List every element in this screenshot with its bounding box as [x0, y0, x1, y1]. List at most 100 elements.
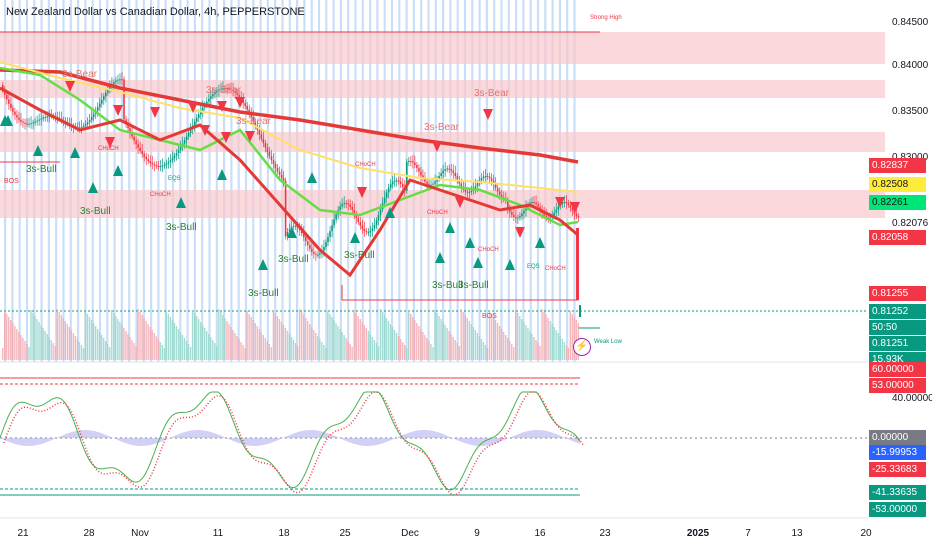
volume-bar: [353, 310, 355, 360]
oscillator-pane: [0, 391, 585, 496]
bull-arrow-icon: [505, 259, 515, 270]
volume-bar: [48, 337, 50, 360]
lightning-icon[interactable]: ⚡: [573, 338, 591, 356]
signal-label: 3s-Bull: [432, 280, 463, 291]
candle: [513, 214, 515, 218]
volume-bar: [129, 337, 131, 360]
volume-bar: [369, 334, 372, 360]
session-stripe: [91, 0, 94, 362]
candle: [474, 186, 477, 189]
signal-label: EQS: [168, 176, 181, 182]
candle: [187, 132, 190, 137]
volume-bar: [50, 340, 52, 360]
signal-label: 3s-Bull: [458, 280, 489, 291]
candle: [442, 170, 444, 174]
candle: [16, 114, 18, 118]
time-tick: 25: [339, 528, 351, 539]
volume-bar: [66, 324, 69, 360]
volume-bar: [466, 318, 468, 360]
session-stripe: [515, 0, 518, 362]
bull-arrow-icon: [113, 165, 123, 176]
bear-arrow-icon: [217, 101, 227, 112]
candle: [519, 216, 521, 218]
candle: [401, 183, 404, 188]
volume-bar: [181, 335, 184, 360]
volume-bar: [397, 336, 400, 360]
volume-bar: [139, 312, 141, 360]
candle: [466, 191, 469, 193]
session-stripe: [551, 0, 554, 362]
session-stripe: [157, 0, 160, 362]
volume-bar: [529, 331, 531, 360]
volume-bar: [549, 321, 551, 360]
bull-arrow-icon: [535, 237, 545, 248]
volume-bar: [22, 338, 24, 360]
volume-bar: [385, 318, 388, 360]
volume-bar: [12, 323, 14, 360]
volume-bar: [363, 325, 365, 360]
price-tick: 0.82076: [892, 218, 929, 229]
candle: [117, 79, 119, 81]
session-stripe: [223, 0, 226, 362]
candle: [494, 184, 497, 188]
candle: [20, 119, 22, 122]
candle: [169, 160, 172, 163]
candle: [389, 184, 392, 188]
volume-bar: [90, 320, 93, 360]
session-stripe: [142, 0, 145, 362]
volume-bar: [492, 317, 495, 360]
candle: [545, 215, 547, 218]
bull-arrow-icon: [176, 197, 186, 208]
volume-bar: [345, 338, 347, 360]
bull-arrow-icon: [217, 169, 227, 180]
volume-bar: [218, 309, 220, 360]
volume-bar: [555, 330, 557, 360]
candle: [438, 176, 440, 179]
price-badge: 0.82837: [869, 158, 926, 173]
candle: [246, 106, 249, 110]
volume-bar: [500, 329, 503, 360]
candle: [165, 163, 168, 165]
session-stripe: [106, 0, 109, 362]
session-stripe: [347, 0, 350, 362]
volume-bar: [511, 344, 513, 360]
price-badge: 0.82058: [869, 230, 926, 245]
volume-bar: [6, 314, 8, 360]
candle: [22, 121, 24, 123]
volume-bar: [270, 347, 273, 360]
session-stripe: [536, 0, 540, 362]
session-stripe: [558, 0, 561, 362]
bear-arrow-icon: [515, 227, 525, 238]
volume-bar: [94, 326, 97, 360]
candle: [373, 224, 376, 229]
oscillator-badge: 60.00000: [869, 362, 926, 377]
volume-bar: [430, 344, 432, 360]
volume-bar: [442, 322, 444, 360]
candle: [482, 176, 485, 179]
bear-arrow-icon: [570, 202, 580, 213]
bear-arrow-icon: [188, 102, 198, 113]
volume-bar: [191, 310, 194, 360]
candle: [434, 181, 436, 184]
candle: [454, 172, 457, 177]
volume-bar: [507, 338, 509, 360]
volume-bar: [107, 344, 109, 360]
candle: [167, 162, 170, 164]
candle: [183, 140, 186, 144]
volume-bar: [286, 331, 289, 360]
candle: [367, 232, 370, 234]
signal-label: 3s-Bull: [248, 288, 279, 299]
candle: [201, 107, 204, 111]
signal-label: BOS: [4, 178, 19, 185]
candle: [151, 162, 154, 165]
candle: [444, 169, 446, 171]
volume-bar: [171, 320, 174, 360]
volume-bar: [20, 335, 22, 360]
volume-bar: [406, 348, 408, 360]
volume-bar: [565, 345, 567, 360]
candle: [175, 152, 178, 156]
candle: [331, 225, 333, 232]
candle: [218, 89, 220, 91]
volume-bar: [232, 330, 234, 360]
